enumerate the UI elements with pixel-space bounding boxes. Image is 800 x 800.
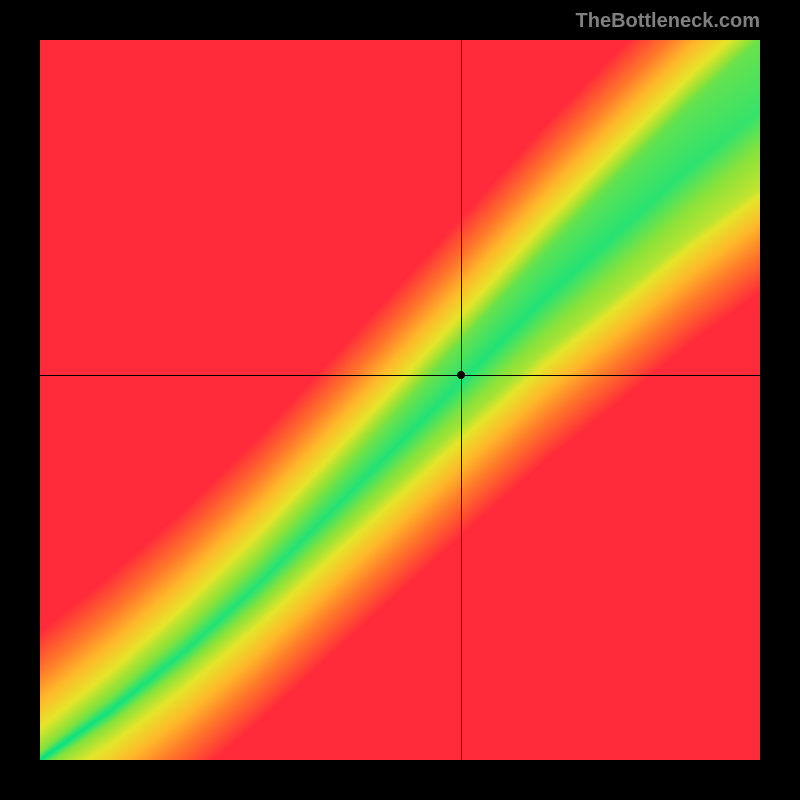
marker-dot <box>457 371 465 379</box>
crosshair-vertical <box>461 40 462 760</box>
watermark-text: TheBottleneck.com <box>576 10 760 33</box>
heatmap-plot <box>40 40 760 760</box>
crosshair-horizontal <box>40 375 760 376</box>
heatmap-canvas <box>40 40 760 760</box>
